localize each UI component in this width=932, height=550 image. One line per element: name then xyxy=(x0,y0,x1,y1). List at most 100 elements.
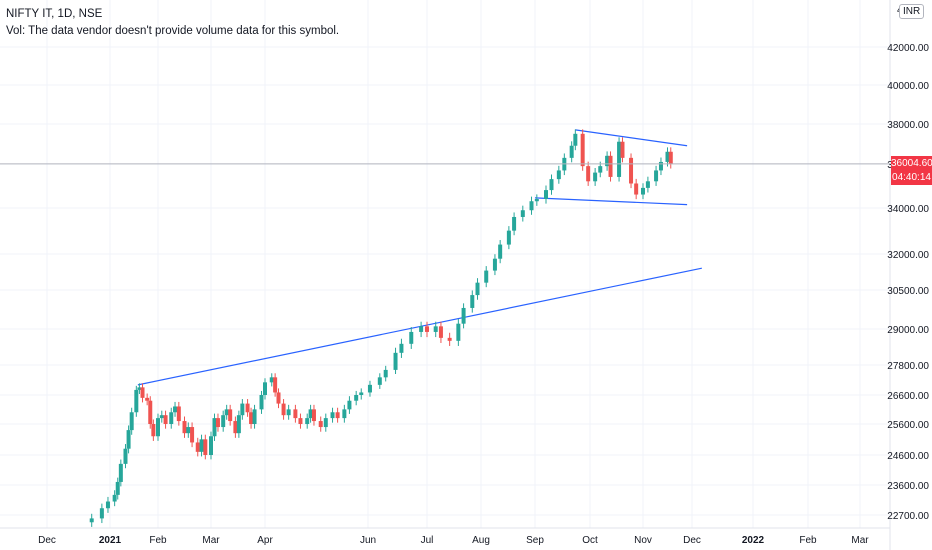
price-axis[interactable]: 42000.0040000.0038000.0036000.0034000.00… xyxy=(887,43,929,522)
grid-layer xyxy=(0,0,891,550)
candle-up xyxy=(221,410,226,432)
candle-body xyxy=(182,421,187,434)
candle-body xyxy=(252,409,257,424)
candle-up xyxy=(654,165,659,186)
candle-body xyxy=(311,409,316,422)
candle-body xyxy=(393,352,398,370)
candle-body xyxy=(645,181,650,188)
candle-body xyxy=(573,133,578,146)
candle-up xyxy=(330,407,335,423)
candle-body xyxy=(586,166,591,182)
price-tick-label: 30500.00 xyxy=(887,286,929,297)
candle-up xyxy=(456,319,461,346)
candle-body xyxy=(605,155,610,167)
candle-body xyxy=(598,166,603,173)
candle-body xyxy=(151,424,156,437)
candle-up xyxy=(240,399,245,420)
candle-body xyxy=(438,326,443,338)
candle-up xyxy=(286,404,291,420)
candle-body xyxy=(137,387,142,390)
candle-body xyxy=(608,155,613,177)
candle-body xyxy=(492,258,497,271)
candle-body xyxy=(276,392,281,404)
price-tick-label: 29000.00 xyxy=(887,325,929,336)
candle-body xyxy=(335,412,340,419)
candle-body xyxy=(425,326,429,332)
candle-body xyxy=(629,157,634,184)
candle-body xyxy=(569,145,574,158)
volume-note: Vol: The data vendor doesn't provide vol… xyxy=(6,25,340,37)
candle-up xyxy=(605,151,610,171)
candle-up xyxy=(112,490,117,507)
candle-body xyxy=(305,418,310,424)
time-tick-label: Feb xyxy=(149,535,167,546)
time-tick-label: 2021 xyxy=(99,535,122,546)
candle-up xyxy=(209,431,213,460)
trendline-wedge-lower[interactable] xyxy=(534,197,688,206)
candle-body xyxy=(593,172,598,182)
time-tick-label: Sep xyxy=(526,535,544,546)
candle-body xyxy=(470,295,475,308)
candle-up xyxy=(308,404,313,423)
last-price-tag: 36004.60 04:40:14 xyxy=(891,155,932,185)
candle-down xyxy=(311,404,316,426)
candle-body xyxy=(308,409,313,419)
candle-layer xyxy=(89,129,673,527)
candle-up xyxy=(569,141,574,163)
candle-body xyxy=(195,442,200,452)
candle-body xyxy=(377,377,382,385)
time-tick-label: Aug xyxy=(472,535,490,546)
candle-body xyxy=(456,323,461,341)
price-tick-label: 27800.00 xyxy=(887,361,929,372)
candle-body xyxy=(123,448,128,464)
candle-up xyxy=(544,185,548,204)
candle-down xyxy=(318,416,323,432)
candle-down xyxy=(634,178,639,200)
candle-down xyxy=(228,404,233,426)
candle-body xyxy=(89,518,94,523)
candle-up xyxy=(259,390,264,414)
candle-up xyxy=(105,496,110,513)
candle-up xyxy=(126,425,131,454)
time-tick-label: Nov xyxy=(634,535,652,546)
currency-badge[interactable]: INR xyxy=(899,4,925,19)
candle-body xyxy=(419,326,424,332)
candle-up xyxy=(199,434,204,457)
candle-body xyxy=(281,403,286,416)
candle-body xyxy=(156,418,160,437)
candle-up xyxy=(359,388,364,400)
price-tick-label: 24600.00 xyxy=(887,451,929,462)
candle-body xyxy=(221,415,226,428)
candle-down xyxy=(176,401,181,426)
candle-body xyxy=(409,331,414,344)
last-price-value: 36004.60 xyxy=(891,157,932,169)
price-tick-label: 22700.00 xyxy=(887,511,929,522)
candle-body xyxy=(354,395,359,401)
time-axis[interactable]: Dec 2021 Feb Mar Apr Jun Jul Aug Sep Oct Nov Dec 202… xyxy=(38,535,869,546)
candle-up xyxy=(89,513,94,527)
candle-down xyxy=(298,413,303,429)
candle-up xyxy=(367,380,372,397)
candle-body xyxy=(115,481,120,495)
candle-up xyxy=(433,321,438,338)
time-tick-label: Dec xyxy=(683,535,701,546)
candle-up xyxy=(393,347,398,375)
candle-body xyxy=(475,282,480,296)
candle-body xyxy=(269,377,274,383)
candle-up xyxy=(498,240,503,264)
candle-body xyxy=(215,418,220,428)
candle-body xyxy=(342,409,347,419)
symbol-legend[interactable]: NIFTY IT, 1D, NSE xyxy=(6,8,103,20)
trendline-wedge-upper[interactable] xyxy=(575,129,688,147)
candle-up xyxy=(383,365,388,382)
candle-body xyxy=(549,179,554,191)
time-tick-label: Oct xyxy=(582,535,598,546)
candle-up xyxy=(305,413,310,429)
candle-up xyxy=(658,157,663,176)
candle-body xyxy=(286,409,291,416)
candle-body xyxy=(245,403,250,413)
candle-body xyxy=(484,270,489,283)
candle-body xyxy=(105,501,110,509)
